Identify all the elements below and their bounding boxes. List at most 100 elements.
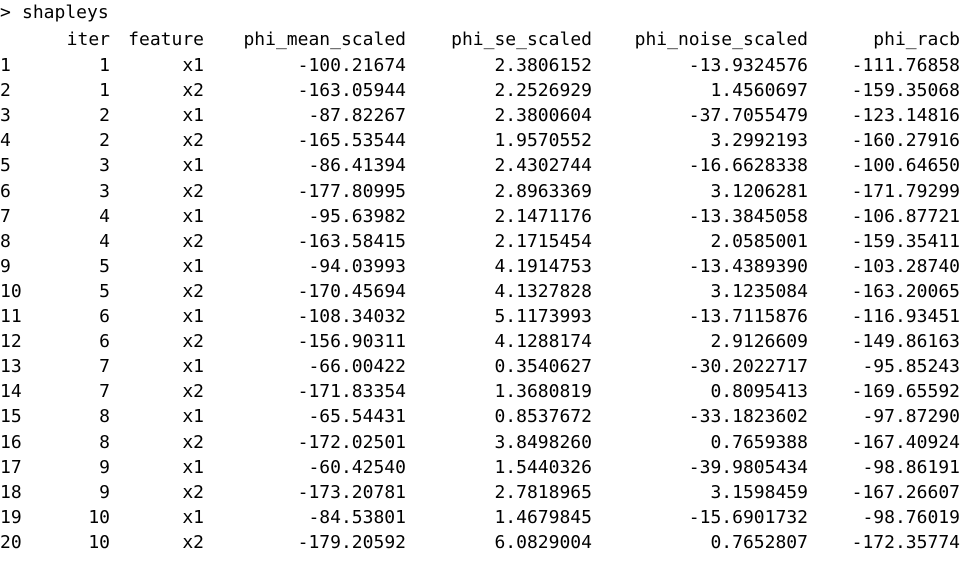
table-row: 20 10 x2 -179.20592 6.0829004 0.7652807 -172.3… <box>0 530 963 556</box>
cell-phi-noise-scaled: 0.8095413 <box>710 381 808 403</box>
cell-phi-se-scaled: 1.9570552 <box>494 130 592 152</box>
cell-feature: x1 <box>182 155 204 177</box>
cell-phi-racb: -159.35068 <box>851 80 960 102</box>
row-index: 8 <box>0 230 11 252</box>
cell-iter: 4 <box>99 205 110 227</box>
cell-feature: x2 <box>182 381 204 403</box>
row-index: 3 <box>0 105 11 127</box>
cell-iter: 10 <box>88 506 110 528</box>
cell-phi-racb: -106.87721 <box>851 205 960 227</box>
cell-phi-mean-scaled: -86.41394 <box>308 155 406 177</box>
cell-iter: 3 <box>99 155 110 177</box>
column-header-phi-racb: phi_racb <box>873 29 960 50</box>
cell-phi-se-scaled: 2.7818965 <box>494 481 592 503</box>
cell-phi-mean-scaled: -177.80995 <box>297 180 406 202</box>
cell-feature: x1 <box>182 55 204 76</box>
table-row: 16 8 x2 -172.02501 3.8498260 0.7659388 -167.40… <box>0 430 963 456</box>
cell-phi-noise-scaled: -13.4389390 <box>688 255 808 277</box>
cell-phi-noise-scaled: -13.9324576 <box>688 55 808 76</box>
cell-iter: 5 <box>99 280 110 302</box>
cell-phi-mean-scaled: -163.58415 <box>297 230 406 252</box>
cell-iter: 4 <box>99 230 110 252</box>
cell-iter: 10 <box>88 531 110 553</box>
cell-phi-se-scaled: 2.3800604 <box>494 105 592 127</box>
row-index: 11 <box>0 306 22 327</box>
cell-phi-mean-scaled: -87.82267 <box>308 105 406 127</box>
cell-phi-racb: -159.35411 <box>851 230 960 252</box>
cell-feature: x1 <box>182 456 204 478</box>
table-row: 10 5 x2 -170.45694 4.1327828 3.1235084 -163.20… <box>0 279 963 305</box>
cell-iter: 9 <box>99 481 110 503</box>
cell-phi-noise-scaled: 1.4560697 <box>710 80 808 102</box>
table-row: 18 9 x2 -173.20781 2.7818965 3.1598459 -167.26… <box>0 480 963 506</box>
table-row: 5 3 x1 -86.41394 2.4302744 -16.6628338 -100.64… <box>0 153 963 179</box>
row-index: 6 <box>0 180 11 202</box>
command-line: > shapleys <box>0 0 963 26</box>
table-row: 3 2 x1 -87.82267 2.3800604 -37.7055479 -123.14… <box>0 103 963 129</box>
cell-phi-mean-scaled: -94.03993 <box>308 255 406 277</box>
cell-phi-noise-scaled: -16.6628338 <box>688 155 808 177</box>
cell-iter: 5 <box>99 255 110 277</box>
cell-phi-mean-scaled: -66.00422 <box>308 356 406 378</box>
table-row: 9 5 x1 -94.03993 4.1914753 -13.4389390 -103.28… <box>0 254 963 280</box>
cell-phi-mean-scaled: -65.54431 <box>308 406 406 428</box>
cell-iter: 9 <box>99 456 110 478</box>
cell-phi-racb: -171.79299 <box>851 180 960 202</box>
row-index: 4 <box>0 130 11 152</box>
column-header-phi-mean-scaled: phi_mean_scaled <box>243 29 406 50</box>
cell-phi-racb: -149.86163 <box>851 331 960 353</box>
cell-iter: 2 <box>99 105 110 127</box>
cell-phi-mean-scaled: -95.63982 <box>308 205 406 227</box>
cell-phi-racb: -98.76019 <box>862 506 960 528</box>
cell-phi-noise-scaled: -39.9805434 <box>688 456 808 478</box>
table-row: 7 4 x1 -95.63982 2.1471176 -13.3845058 -106.87… <box>0 204 963 230</box>
cell-phi-mean-scaled: -173.20781 <box>297 481 406 503</box>
table-row: 4 2 x2 -165.53544 1.9570552 3.2992193 -160.279… <box>0 128 963 154</box>
cell-phi-mean-scaled: -84.53801 <box>308 506 406 528</box>
row-index: 19 <box>0 506 22 528</box>
table-row: 17 9 x1 -60.42540 1.5440326 -39.9805434 -98.86… <box>0 455 963 481</box>
row-index: 17 <box>0 456 22 478</box>
cell-phi-noise-scaled: 2.9126609 <box>710 331 808 353</box>
cell-phi-se-scaled: 2.8963369 <box>494 180 592 202</box>
cell-phi-se-scaled: 0.8537672 <box>494 406 592 428</box>
cell-phi-racb: -167.26607 <box>851 481 960 503</box>
cell-phi-racb: -163.20065 <box>851 280 960 302</box>
cell-phi-racb: -100.64650 <box>851 155 960 177</box>
row-index: 12 <box>0 331 22 353</box>
row-index: 13 <box>0 356 22 378</box>
table-header: iter feature phi_mean_scaled phi_se_scal… <box>0 27 963 53</box>
cell-iter: 8 <box>99 431 110 453</box>
cell-phi-mean-scaled: -156.90311 <box>297 331 406 353</box>
prompt-symbol: > <box>0 2 11 23</box>
cell-phi-se-scaled: 5.1173993 <box>494 306 592 327</box>
row-index: 16 <box>0 431 22 453</box>
cell-iter: 7 <box>99 356 110 378</box>
table-row: 11 6 x1 -108.34032 5.1173993 -13.7115876 -116.… <box>0 304 963 330</box>
cell-feature: x2 <box>182 531 204 553</box>
cell-phi-mean-scaled: -172.02501 <box>297 431 406 453</box>
cell-phi-se-scaled: 4.1288174 <box>494 331 592 353</box>
cell-phi-noise-scaled: -13.3845058 <box>688 205 808 227</box>
table-row: 12 6 x2 -156.90311 4.1288174 2.9126609 -149.86… <box>0 329 963 355</box>
cell-iter: 2 <box>99 130 110 152</box>
cell-phi-noise-scaled: 3.2992193 <box>710 130 808 152</box>
table-row: 13 7 x1 -66.00422 0.3540627 -30.2022717 -95.85… <box>0 354 963 380</box>
cell-phi-mean-scaled: -100.21674 <box>297 55 406 76</box>
cell-feature: x2 <box>182 230 204 252</box>
cell-phi-noise-scaled: -37.7055479 <box>688 105 808 127</box>
cell-phi-racb: -95.85243 <box>862 356 960 378</box>
table-row: 19 10 x1 -84.53801 1.4679845 -15.6901732 -98.7… <box>0 505 963 531</box>
cell-phi-racb: -123.14816 <box>851 105 960 127</box>
table-row: 15 8 x1 -65.54431 0.8537672 -33.1823602 -97.87… <box>0 404 963 430</box>
cell-feature: x2 <box>182 481 204 503</box>
cell-phi-racb: -160.27916 <box>851 130 960 152</box>
cell-phi-noise-scaled: 0.7659388 <box>710 431 808 453</box>
cell-phi-racb: -111.76858 <box>851 55 960 76</box>
cell-phi-mean-scaled: -163.05944 <box>297 80 406 102</box>
table-row: 8 4 x2 -163.58415 2.1715454 2.0585001 -159.354… <box>0 229 963 255</box>
table-row: 14 7 x2 -171.83354 1.3680819 0.8095413 -169.65… <box>0 379 963 405</box>
cell-phi-racb: -116.93451 <box>851 306 960 327</box>
column-header-phi-se-scaled: phi_se_scaled <box>451 29 592 50</box>
